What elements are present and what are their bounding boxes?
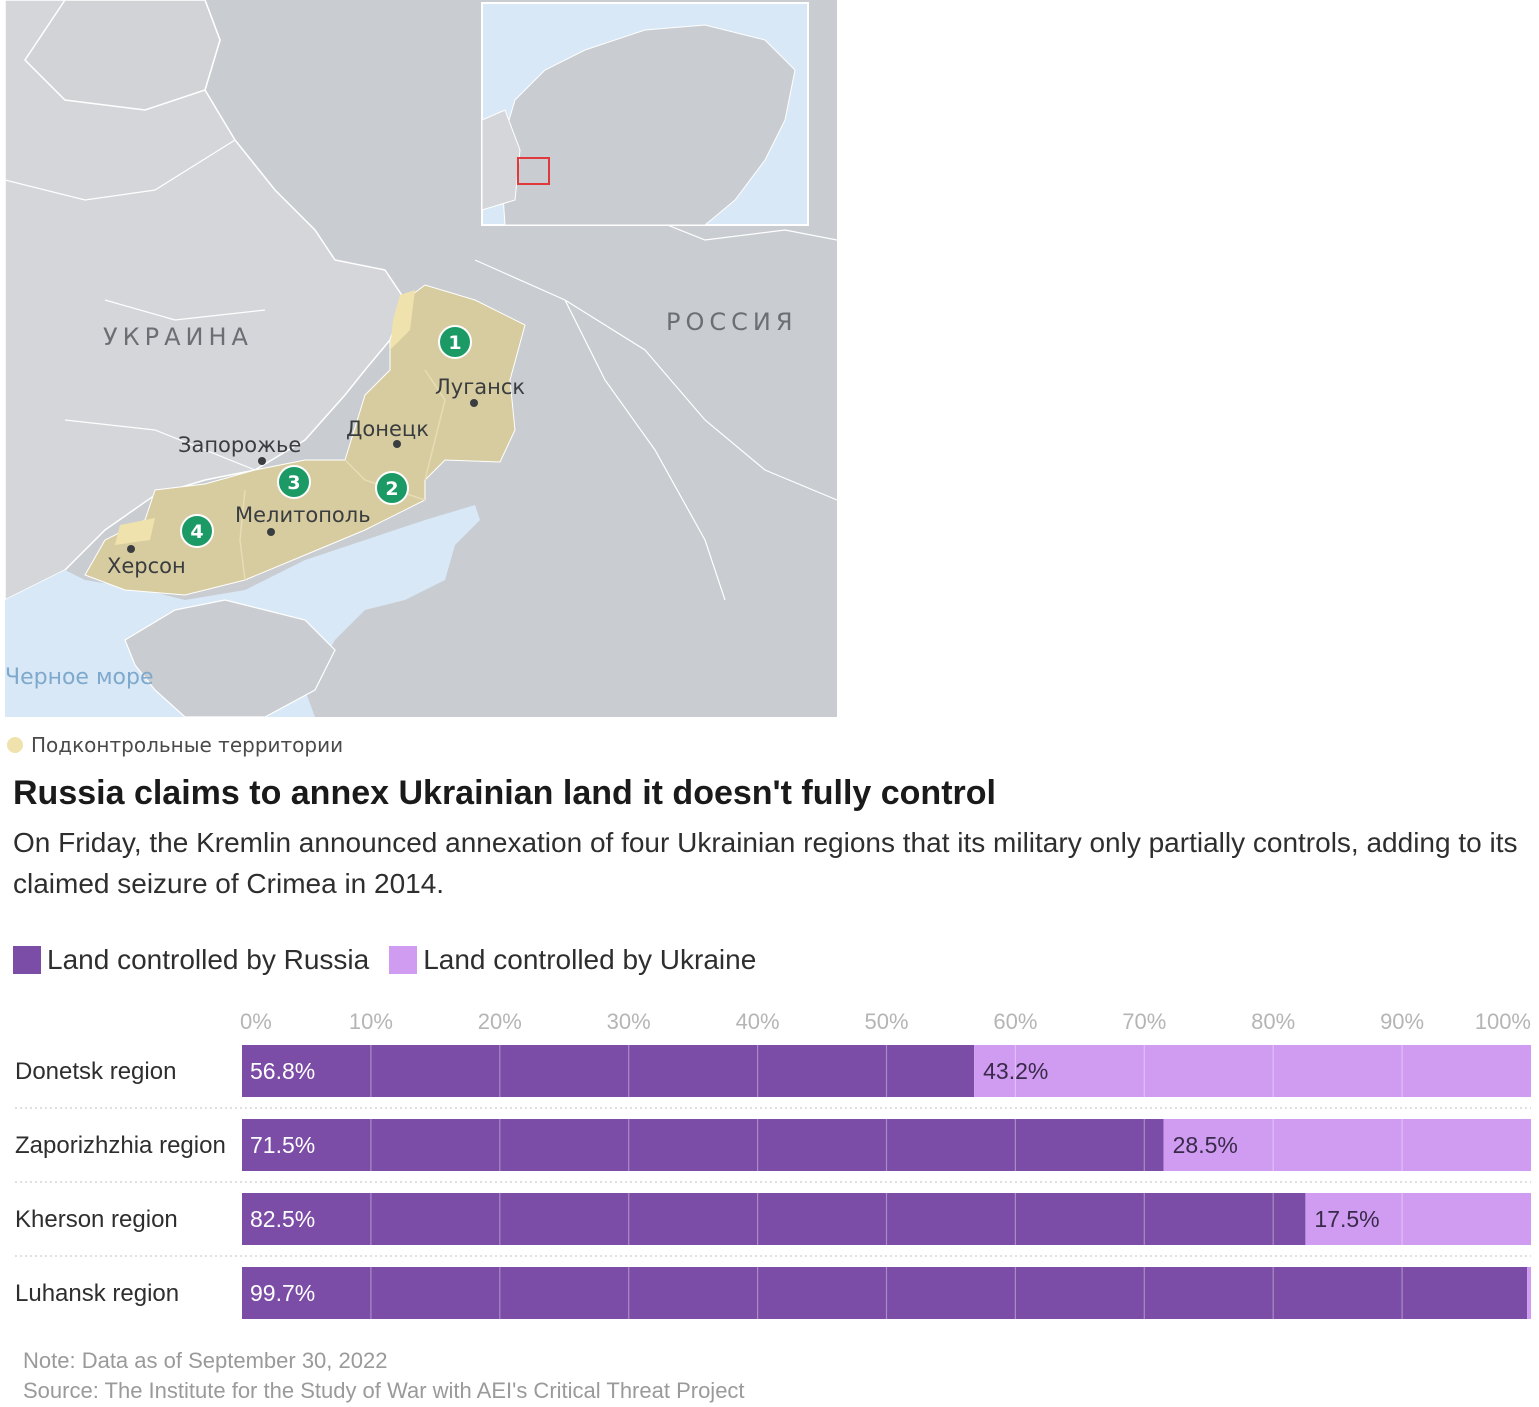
x-tick-label: 100% bbox=[1475, 1009, 1531, 1034]
value-label-russia: 71.5% bbox=[250, 1132, 315, 1158]
svg-text:3: 3 bbox=[287, 472, 300, 494]
category-label: Kherson region bbox=[15, 1206, 178, 1233]
marker-3: 3 bbox=[277, 465, 311, 499]
marker-1: 1 bbox=[438, 325, 472, 359]
bar-ukraine bbox=[974, 1045, 1531, 1097]
marker-4: 4 bbox=[180, 514, 214, 548]
subhead: On Friday, the Kremlin announced annexat… bbox=[13, 827, 1518, 899]
x-tick-label: 10% bbox=[349, 1009, 393, 1034]
controlled-territory-light-north bbox=[390, 290, 415, 350]
city-label-zaporizhzhia: Запорожье bbox=[178, 433, 301, 457]
map-legend-label: Подконтрольные территории bbox=[31, 733, 344, 757]
value-label-russia: 56.8% bbox=[250, 1058, 315, 1084]
inset-highlight-box bbox=[517, 157, 550, 185]
x-tick-label: 60% bbox=[993, 1009, 1037, 1034]
headline: Russia claims to annex Ukrainian land it… bbox=[13, 774, 996, 812]
x-tick-label: 70% bbox=[1122, 1009, 1166, 1034]
bar-ukraine bbox=[1305, 1193, 1531, 1245]
x-tick-label: 90% bbox=[1380, 1009, 1424, 1034]
source: Source: The Institute for the Study of W… bbox=[23, 1378, 745, 1403]
belarus-land bbox=[24, 0, 221, 111]
value-label-russia: 82.5% bbox=[250, 1206, 315, 1232]
city-dot-kherson bbox=[127, 545, 135, 553]
legend-item-ukraine: Land controlled by Ukraine bbox=[389, 944, 756, 976]
category-label: Luhansk region bbox=[15, 1280, 179, 1307]
city-dot-donetsk bbox=[393, 440, 401, 448]
city-label-melitopol: Мелитополь bbox=[235, 503, 371, 527]
controlled-territory-swatch bbox=[7, 737, 23, 753]
bar-russia bbox=[242, 1119, 1164, 1171]
chart-legend: Land controlled by Russia Land controlle… bbox=[13, 944, 776, 976]
note: Note: Data as of September 30, 2022 bbox=[23, 1348, 388, 1373]
map: УКРАИНА РОССИЯ Черное море Луганск Донец… bbox=[5, 0, 837, 717]
x-tick-label: 0% bbox=[240, 1009, 272, 1034]
legend-item-russia: Land controlled by Russia bbox=[13, 944, 369, 976]
city-label-kherson: Херсон bbox=[107, 554, 186, 578]
ukraine-label: УКРАИНА bbox=[103, 323, 253, 351]
bar-ukraine bbox=[1163, 1119, 1531, 1171]
value-label-ukraine: 28.5% bbox=[1173, 1132, 1238, 1158]
marker-2: 2 bbox=[375, 471, 409, 505]
category-label: Zaporizhzhia region bbox=[15, 1132, 226, 1159]
x-tick-label: 80% bbox=[1251, 1009, 1295, 1034]
city-label-donetsk: Донецк bbox=[346, 417, 429, 441]
svg-text:4: 4 bbox=[190, 521, 203, 543]
russia-label: РОССИЯ bbox=[666, 308, 798, 336]
city-label-luhansk: Луганск bbox=[435, 375, 525, 399]
bar-russia bbox=[242, 1267, 1528, 1319]
sea-label: Черное море bbox=[5, 665, 154, 690]
x-tick-label: 20% bbox=[478, 1009, 522, 1034]
map-canvas: УКРАИНА РОССИЯ Черное море Луганск Донец… bbox=[5, 0, 837, 717]
city-dot-luhansk bbox=[470, 399, 478, 407]
city-dot-melitopol bbox=[267, 528, 275, 536]
legend-label-ukraine: Land controlled by Ukraine bbox=[423, 944, 757, 975]
region-borders bbox=[5, 139, 837, 601]
x-tick-label: 40% bbox=[736, 1009, 780, 1034]
x-tick-label: 30% bbox=[607, 1009, 651, 1034]
bar-chart: 0% 10% 20% 30% 40% 50% 60% 70% 80% 90% 100% Donetsk… bbox=[15, 1009, 1531, 1319]
value-label-ukraine: 43.2% bbox=[983, 1058, 1048, 1084]
city-dot-zaporizhzhia bbox=[258, 457, 266, 465]
bar-russia bbox=[242, 1193, 1306, 1245]
svg-text:1: 1 bbox=[448, 332, 461, 354]
category-label: Donetsk region bbox=[15, 1058, 176, 1085]
legend-swatch-ukraine bbox=[389, 946, 418, 974]
value-label-ukraine: 17.5% bbox=[1314, 1206, 1379, 1232]
inset-map bbox=[481, 2, 809, 226]
bar-russia bbox=[242, 1045, 975, 1097]
legend-swatch-russia bbox=[13, 946, 41, 974]
legend-label-russia: Land controlled by Russia bbox=[47, 944, 370, 975]
map-legend: Подконтрольные территории bbox=[7, 733, 343, 757]
value-label-russia: 99.7% bbox=[250, 1280, 315, 1306]
controlled-territory-light-west bbox=[115, 518, 155, 545]
bar-ukraine bbox=[1527, 1267, 1531, 1319]
svg-text:2: 2 bbox=[385, 478, 398, 500]
x-tick-label: 50% bbox=[864, 1009, 908, 1034]
crimea bbox=[124, 599, 336, 717]
